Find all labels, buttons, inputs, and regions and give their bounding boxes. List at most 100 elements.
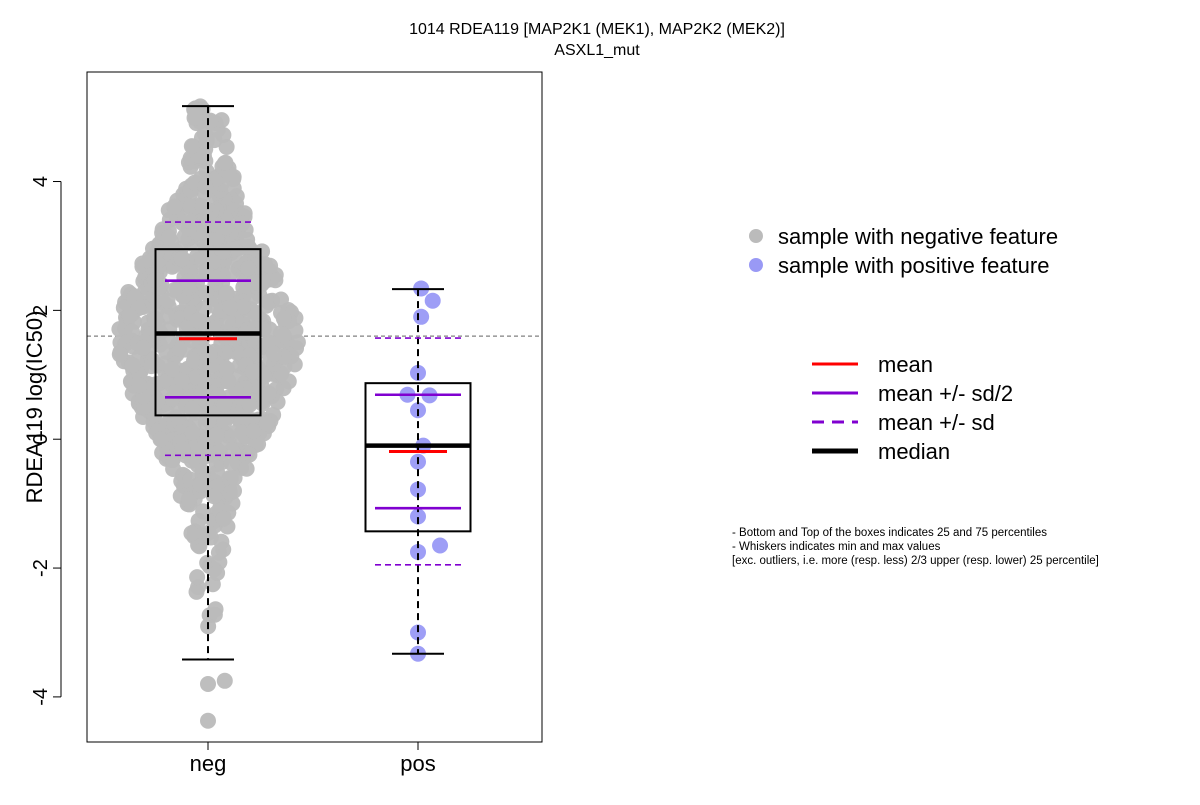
- data-point: [196, 372, 213, 389]
- data-point: [275, 310, 292, 327]
- data-point: [111, 346, 128, 363]
- data-point: [173, 372, 190, 389]
- data-point: [218, 360, 235, 377]
- data-point: [185, 352, 202, 369]
- data-point: [161, 229, 178, 246]
- data-point: [267, 272, 284, 289]
- legend-line-label: median: [878, 439, 950, 464]
- legend-point-swatch: [749, 229, 763, 243]
- data-point: [265, 345, 282, 362]
- data-point: [200, 676, 216, 693]
- data-point: [410, 624, 426, 641]
- data-point: [181, 212, 198, 229]
- legend-line-label: mean +/- sd: [878, 410, 995, 435]
- data-point: [216, 396, 233, 413]
- data-point: [273, 291, 290, 308]
- data-point: [205, 488, 222, 505]
- legend-point-label: sample with negative feature: [778, 224, 1058, 249]
- data-point: [275, 327, 292, 344]
- data-point: [171, 340, 188, 357]
- legend-points: sample with negative feature sample with …: [749, 224, 1058, 278]
- data-point: [166, 198, 183, 215]
- data-point: [260, 385, 277, 402]
- data-point: [410, 543, 426, 560]
- y-tick-label: 0: [30, 434, 52, 445]
- y-axis: -4 -2 0 2 4: [30, 176, 62, 706]
- data-point: [245, 423, 262, 440]
- data-point: [432, 537, 449, 554]
- data-point: [200, 712, 216, 729]
- data-point: [220, 373, 237, 390]
- data-point: [198, 132, 215, 149]
- y-axis-label: RDEA119 log(IC50): [22, 311, 47, 504]
- data-point: [238, 460, 255, 477]
- data-point: [166, 281, 183, 298]
- y-tick-label: -4: [30, 688, 52, 706]
- data-point: [208, 170, 225, 187]
- data-point: [148, 243, 165, 260]
- data-point: [197, 178, 214, 195]
- y-tick-label: 4: [30, 176, 52, 187]
- data-point: [188, 583, 205, 600]
- data-point: [410, 508, 426, 525]
- data-point: [245, 274, 262, 291]
- data-point: [206, 606, 223, 623]
- data-point: [134, 339, 151, 356]
- data-point: [213, 112, 230, 129]
- data-point: [184, 424, 201, 441]
- data-point: [217, 154, 234, 171]
- data-point: [222, 299, 239, 316]
- data-point: [410, 364, 426, 381]
- note-line: - Bottom and Top of the boxes indicates …: [732, 527, 1047, 539]
- data-point: [183, 452, 200, 469]
- data-point: [182, 198, 199, 215]
- data-point: [160, 332, 177, 349]
- data-point: [234, 215, 251, 232]
- data-point: [202, 529, 219, 546]
- data-point: [207, 269, 224, 286]
- data-point: [183, 332, 200, 349]
- data-point: [214, 244, 231, 261]
- x-tick-label: neg: [190, 751, 227, 776]
- data-point: [192, 476, 209, 493]
- chart-subtitle: ASXL1_mut: [554, 42, 640, 59]
- legend-point-label: sample with positive feature: [778, 253, 1049, 278]
- note-line: - Whiskers indicates min and max values: [732, 541, 941, 553]
- data-point: [216, 672, 233, 689]
- data-point: [424, 292, 441, 309]
- data-point: [131, 377, 148, 394]
- data-point: [215, 510, 232, 527]
- data-point: [241, 396, 258, 413]
- data-point: [225, 482, 242, 499]
- data-point: [208, 426, 225, 443]
- data-point: [197, 284, 214, 301]
- data-point: [124, 357, 141, 374]
- data-point: [152, 431, 169, 448]
- data-point: [234, 298, 251, 315]
- data-point: [180, 491, 197, 508]
- box: [364, 382, 472, 533]
- chart-notes: - Bottom and Top of the boxes indicates …: [732, 527, 1099, 567]
- series-pos: [364, 280, 472, 662]
- data-point: [163, 361, 180, 378]
- data-point: [240, 260, 257, 277]
- data-point: [183, 138, 200, 155]
- data-point: [184, 400, 201, 417]
- data-point: [173, 250, 190, 267]
- y-tick-label: 2: [30, 305, 52, 316]
- data-point: [111, 321, 128, 338]
- data-point: [202, 112, 219, 129]
- legend-line-label: mean: [878, 352, 933, 377]
- data-point: [149, 393, 166, 410]
- note-line: [exc. outliers, i.e. more (resp. less) 2…: [732, 555, 1099, 567]
- plot-frame: [86, 71, 543, 743]
- data-point: [209, 564, 226, 581]
- data-point: [410, 481, 426, 498]
- series-neg: [111, 98, 306, 729]
- data-point: [218, 138, 235, 155]
- data-point: [216, 415, 233, 432]
- data-point: [208, 230, 225, 247]
- data-point: [260, 294, 277, 311]
- x-axis: neg pos: [190, 742, 436, 776]
- data-point: [186, 101, 203, 118]
